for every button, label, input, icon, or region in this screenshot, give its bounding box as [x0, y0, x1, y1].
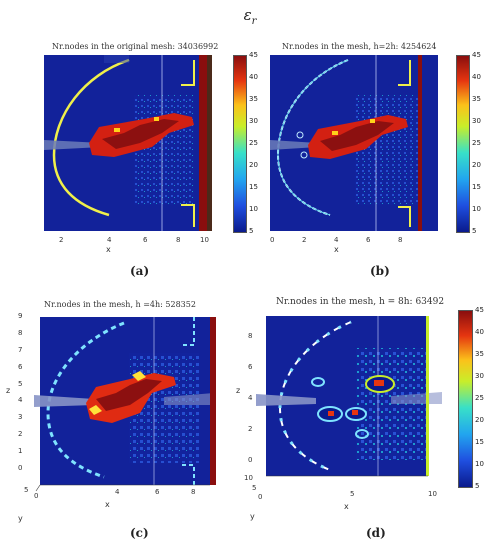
panel-c-plot	[34, 313, 234, 493]
colorbar-tick: 35	[472, 95, 481, 103]
panel-c-xtick: 4	[115, 488, 120, 496]
panel-b-xtick: 6	[366, 236, 371, 244]
panel-d-zlabel: z	[236, 386, 241, 395]
colorbar-tick: 40	[475, 328, 484, 336]
z-tick: 6	[248, 363, 253, 371]
z-tick: 8	[18, 328, 23, 337]
colorbar-tick: 20	[472, 161, 481, 169]
colorbar-tick: 10	[475, 460, 484, 468]
panel-b-plot	[270, 55, 438, 231]
z-tick: 4	[248, 394, 253, 402]
panel-c-ylabel: y	[18, 514, 23, 523]
colorbar-tick: 15	[475, 438, 484, 446]
colorbar-tick: 25	[472, 139, 481, 147]
z-tick: 8	[248, 332, 253, 340]
colorbar-tick: 30	[472, 117, 481, 125]
panel-b-xtick: 2	[302, 236, 307, 244]
panel-d-xtick: 10	[428, 490, 437, 498]
panel-b-field	[270, 55, 438, 231]
z-tick: 0	[248, 456, 253, 464]
panel-d-xtick: 5	[350, 490, 355, 498]
panel-b-xtick: 8	[398, 236, 403, 244]
panel-c-xlabel: x	[105, 500, 110, 509]
panel-b-title: Nr.nodes in the mesh, h=2h: 4254624	[282, 42, 437, 51]
colorbar-tick: 20	[475, 416, 484, 424]
panel-d-colorbar-ticks: 45 40 35 30 25 20 15 10 5	[475, 306, 491, 490]
colorbar-tick: 45	[475, 306, 484, 314]
panel-d-plot	[256, 310, 442, 486]
panel-a-colorbar	[233, 55, 247, 233]
colorbar-tick: 5	[472, 227, 477, 235]
panel-c-xtick: 6	[155, 488, 160, 496]
colorbar-tick: 5	[475, 482, 480, 490]
panel-d-ytick: 10	[244, 474, 253, 482]
panel-a-caption: (a)	[130, 264, 150, 278]
panel-a-xtick: 8	[176, 236, 181, 244]
panel-b-xtick: 0	[270, 236, 275, 244]
z-tick: 9	[18, 312, 23, 320]
panel-a-field	[44, 55, 212, 231]
colorbar-tick: 30	[249, 117, 258, 125]
panel-c-ytick: 5	[24, 486, 29, 494]
panel-b-colorbar	[456, 55, 470, 233]
colorbar-tick: 5	[249, 227, 254, 235]
panel-d-title: Nr.nodes in the mesh, h = 8h: 63492	[276, 297, 445, 307]
panel-a-xtick: 6	[143, 236, 148, 244]
colorbar-tick: 40	[249, 73, 258, 81]
colorbar-tick: 10	[249, 205, 258, 213]
z-tick: 2	[248, 425, 253, 433]
colorbar-tick: 25	[475, 394, 484, 402]
z-tick: 1	[18, 447, 23, 455]
colorbar-tick: 10	[472, 205, 481, 213]
colorbar-tick: 15	[249, 183, 258, 191]
panel-a-xtick: 4	[107, 236, 112, 244]
panel-c-zticks: 9 8 7 6 5 4 3 2 1 0	[18, 312, 30, 472]
z-tick: 5	[18, 379, 23, 388]
z-tick: 6	[18, 362, 23, 371]
panel-c-zlabel: z	[6, 386, 11, 395]
colorbar-tick: 25	[249, 139, 258, 147]
z-tick: 3	[18, 413, 23, 422]
colorbar-tick: 35	[249, 95, 258, 103]
colorbar-tick: 45	[472, 51, 481, 59]
colorbar-tick: 40	[472, 73, 481, 81]
panel-c-title: Nr.nodes in the mesh, h =4h: 528352	[44, 300, 196, 309]
panel-a-xtick: 10	[200, 236, 209, 244]
panel-b-caption: (b)	[370, 264, 390, 278]
panel-c-ytick: 0	[34, 492, 39, 500]
panel-d-xlabel: x	[344, 502, 349, 511]
panel-b-xtick: 4	[334, 236, 339, 244]
z-tick: 7	[18, 345, 23, 354]
panel-a-colorbar-ticks: 45 40 35 30 25 20 15 10 5	[249, 51, 265, 235]
panel-d-field	[256, 316, 442, 477]
colorbar-tick: 15	[472, 183, 481, 191]
panel-d-zticks: 8 6 4 2 0	[248, 332, 260, 464]
panel-c-xtick: 8	[191, 488, 196, 496]
panel-b-colorbar-ticks: 45 40 35 30 25 20 15 10 5	[472, 51, 488, 235]
panel-a-xlabel: x	[106, 245, 111, 254]
colorbar-tick: 20	[249, 161, 258, 169]
panel-d-ylabel: y	[250, 512, 255, 521]
panel-a-title: Nr.nodes in the original mesh: 34036992	[52, 42, 219, 51]
panel-b-xlabel: x	[334, 245, 339, 254]
colorbar-tick: 35	[475, 350, 484, 358]
colorbar-tick: 45	[249, 51, 258, 59]
figure-title: εr	[243, 6, 257, 27]
panel-c-field	[34, 317, 216, 492]
z-tick: 0	[18, 463, 23, 472]
panel-c-caption: (c)	[130, 526, 149, 540]
panel-d-ytick: 5	[252, 484, 257, 492]
panel-d-caption: (d)	[366, 526, 386, 540]
z-tick: 2	[18, 430, 23, 439]
panel-d-colorbar	[458, 310, 473, 488]
panel-a-plot	[44, 55, 212, 231]
z-tick: 4	[18, 396, 23, 405]
panel-d-ytick: 0	[258, 493, 263, 501]
colorbar-tick: 30	[475, 372, 484, 380]
panel-a-xtick: 2	[59, 236, 64, 244]
